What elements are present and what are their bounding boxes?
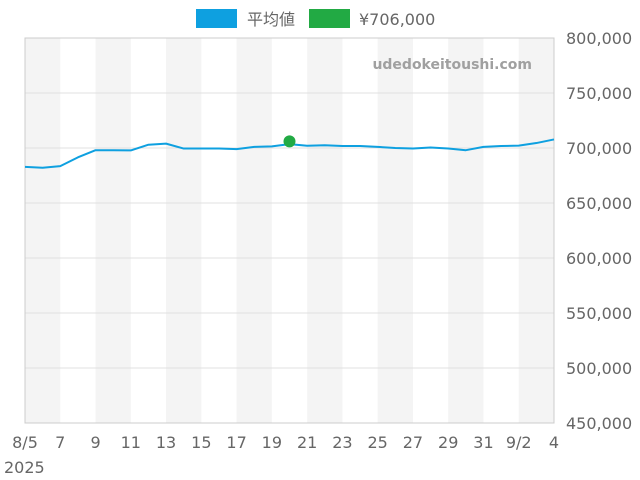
x-tick-label: 23 bbox=[332, 433, 352, 452]
x-tick-label: 31 bbox=[473, 433, 493, 452]
x-tick-label: 8/5 bbox=[12, 433, 38, 452]
watermark: udedokeitoushi.com bbox=[372, 57, 532, 73]
y-tick-label: 600,000 bbox=[566, 249, 632, 268]
background-band bbox=[307, 38, 343, 423]
legend-label-current-price[interactable]: ¥706,000 bbox=[359, 10, 435, 29]
x-tick-label: 9 bbox=[90, 433, 100, 452]
series-points bbox=[283, 135, 296, 148]
plot-frame bbox=[24, 37, 555, 424]
legend-label-average[interactable]: 平均値 bbox=[247, 10, 295, 29]
background-band bbox=[236, 38, 272, 423]
background-bands bbox=[25, 38, 554, 423]
background-band bbox=[377, 38, 413, 423]
x-axis-year-label: 2025 bbox=[4, 458, 45, 477]
background-band bbox=[518, 38, 554, 423]
y-tick-label: 500,000 bbox=[566, 359, 632, 378]
background-band bbox=[95, 38, 131, 423]
y-tick-label: 650,000 bbox=[566, 194, 632, 213]
current-price-point[interactable] bbox=[283, 135, 296, 148]
y-tick-label: 550,000 bbox=[566, 304, 632, 323]
x-tick-label: 29 bbox=[438, 433, 458, 452]
x-tick-label: 19 bbox=[262, 433, 282, 452]
grid-lines bbox=[25, 37, 554, 424]
y-tick-label: 700,000 bbox=[566, 139, 632, 158]
legend: 平均値 ¥706,000 bbox=[196, 9, 435, 29]
x-tick-label: 4 bbox=[549, 433, 559, 452]
y-tick-label: 750,000 bbox=[566, 84, 632, 103]
legend-swatch-current-price[interactable] bbox=[309, 9, 350, 28]
background-band bbox=[166, 38, 202, 423]
x-tick-label: 21 bbox=[297, 433, 317, 452]
x-tick-label: 7 bbox=[55, 433, 65, 452]
x-tick-label: 9/2 bbox=[506, 433, 532, 452]
x-tick-label: 15 bbox=[191, 433, 211, 452]
x-tick-label: 25 bbox=[367, 433, 387, 452]
x-tick-label: 17 bbox=[226, 433, 246, 452]
y-axis: 450,000 500,000 550,000 600,000 650,000 700,0… bbox=[566, 29, 632, 433]
background-band bbox=[25, 38, 61, 423]
y-tick-label: 800,000 bbox=[566, 29, 632, 48]
x-axis: 8/5 7 9 11 13 15 17 19 21 23 25 27 29 31 9/2 4 bbox=[12, 433, 559, 452]
y-tick-label: 450,000 bbox=[566, 414, 632, 433]
background-band bbox=[448, 38, 484, 423]
legend-swatch-average[interactable] bbox=[196, 9, 237, 28]
x-tick-label: 11 bbox=[121, 433, 141, 452]
x-tick-label: 27 bbox=[403, 433, 423, 452]
x-tick-label: 13 bbox=[156, 433, 176, 452]
